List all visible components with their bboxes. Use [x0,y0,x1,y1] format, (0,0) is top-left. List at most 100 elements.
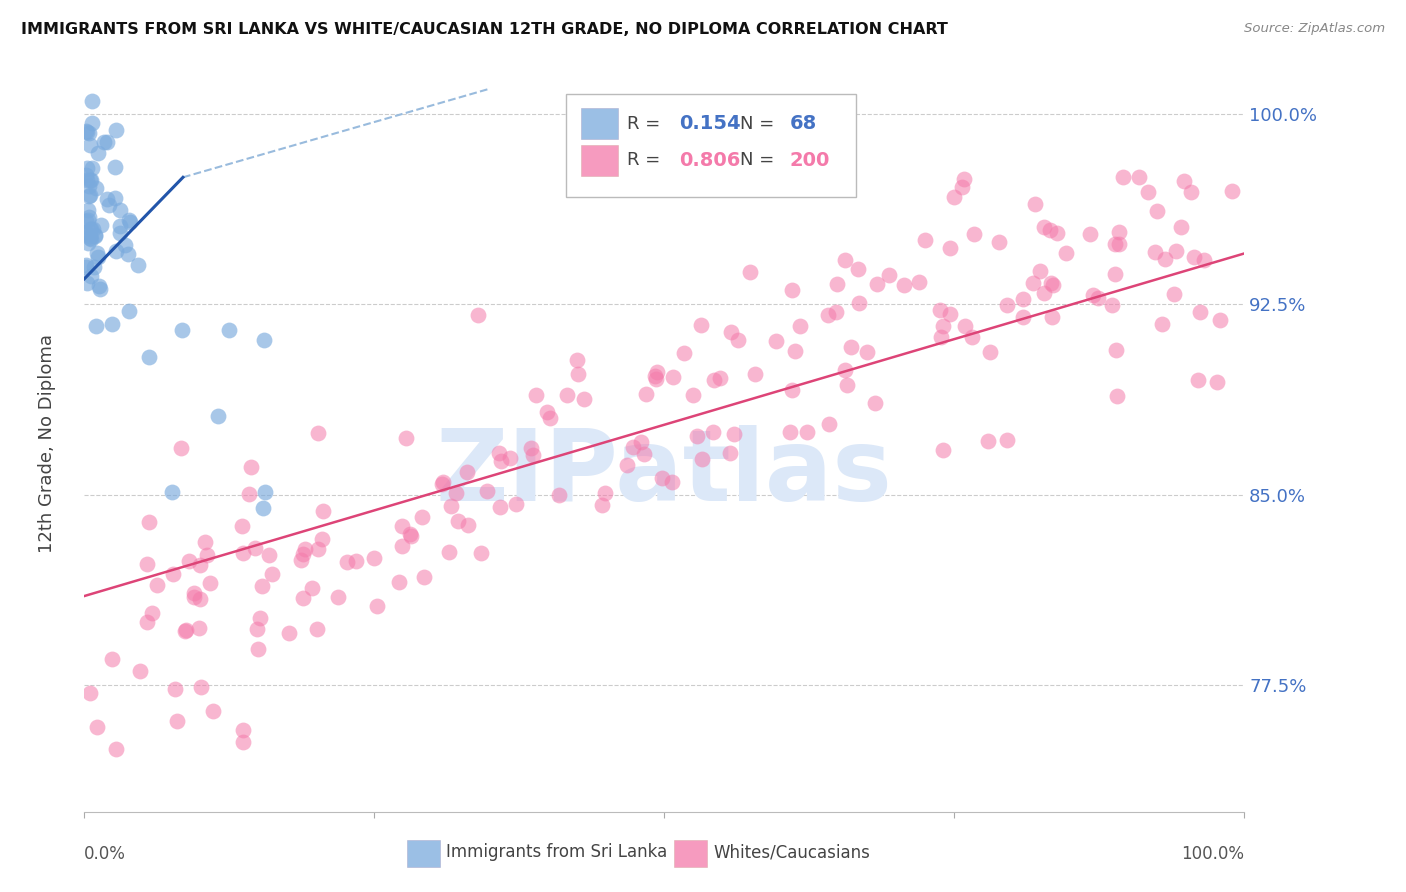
Point [246,641,269,656]
Text: R =: R = [627,152,666,169]
Point [257,549,280,563]
Point [305,622,328,636]
Point [1173,174,1195,188]
Point [744,367,766,381]
Point [702,425,724,440]
Point [344,554,367,568]
Point [907,275,929,289]
Point [661,369,683,384]
Point [621,440,644,454]
Point [138,350,160,364]
Point [388,575,411,590]
Point [718,445,741,459]
Point [522,448,544,462]
Point [645,365,668,379]
Point [1105,343,1128,358]
Point [290,553,312,567]
Point [526,388,548,402]
Point [76,276,98,290]
Text: 200: 200 [790,151,830,170]
Point [661,475,683,489]
Point [1046,226,1069,240]
Point [395,432,418,446]
FancyBboxPatch shape [581,108,619,139]
Point [1188,304,1211,318]
Point [817,308,839,322]
Point [789,318,811,333]
Point [104,160,127,174]
Point [252,500,274,515]
Point [166,714,188,728]
Point [1150,317,1173,331]
Point [101,652,124,666]
Point [79,686,101,700]
Point [644,369,666,384]
Point [77,211,100,225]
Point [136,615,159,629]
Point [75,259,97,273]
Point [953,318,976,333]
Point [83,260,105,274]
Point [188,621,211,635]
Point [1042,277,1064,292]
Point [834,253,856,268]
Point [183,590,205,604]
Point [291,547,314,561]
Text: Whites/Caucasians: Whites/Caucasians [713,843,870,861]
Point [239,460,262,475]
Point [114,238,136,252]
Point [77,126,100,140]
Text: 100.0%: 100.0% [1181,845,1244,863]
Point [96,193,118,207]
Text: IMMIGRANTS FROM SRI LANKA VS WHITE/CAUCASIAN 12TH GRADE, NO DIPLOMA CORRELATION : IMMIGRANTS FROM SRI LANKA VS WHITE/CAUCA… [21,22,948,37]
Point [75,225,97,239]
Point [127,258,149,272]
Point [846,261,869,276]
Point [1170,220,1192,235]
Point [595,486,617,500]
Point [391,539,413,553]
Point [188,591,211,606]
Point [183,586,205,600]
Point [1101,298,1123,312]
Point [1081,288,1104,302]
Point [398,527,420,541]
Point [311,532,333,546]
Point [673,346,696,360]
Point [128,664,150,678]
Point [110,219,132,233]
Point [567,368,589,382]
Point [260,567,283,582]
Point [574,392,596,406]
Point [141,606,163,620]
Point [77,189,100,203]
Point [79,222,101,236]
Point [1108,237,1130,252]
Point [138,515,160,529]
Point [456,465,478,479]
Point [163,682,186,697]
Point [363,551,385,566]
Point [817,417,839,432]
Point [89,279,111,293]
Point [104,122,127,136]
Text: 68: 68 [790,114,817,133]
Point [1108,225,1130,239]
Point [86,720,108,734]
Point [80,221,103,235]
Point [93,136,115,150]
Point [1144,244,1167,259]
Point [188,558,211,572]
Point [79,172,101,186]
Point [75,260,97,275]
Point [651,470,673,484]
Point [720,325,742,339]
Point [963,227,986,241]
Point [108,226,131,240]
Point [104,742,127,756]
Point [866,277,889,291]
Point [76,124,98,138]
Point [84,318,107,333]
Point [987,235,1010,249]
Point [118,303,141,318]
